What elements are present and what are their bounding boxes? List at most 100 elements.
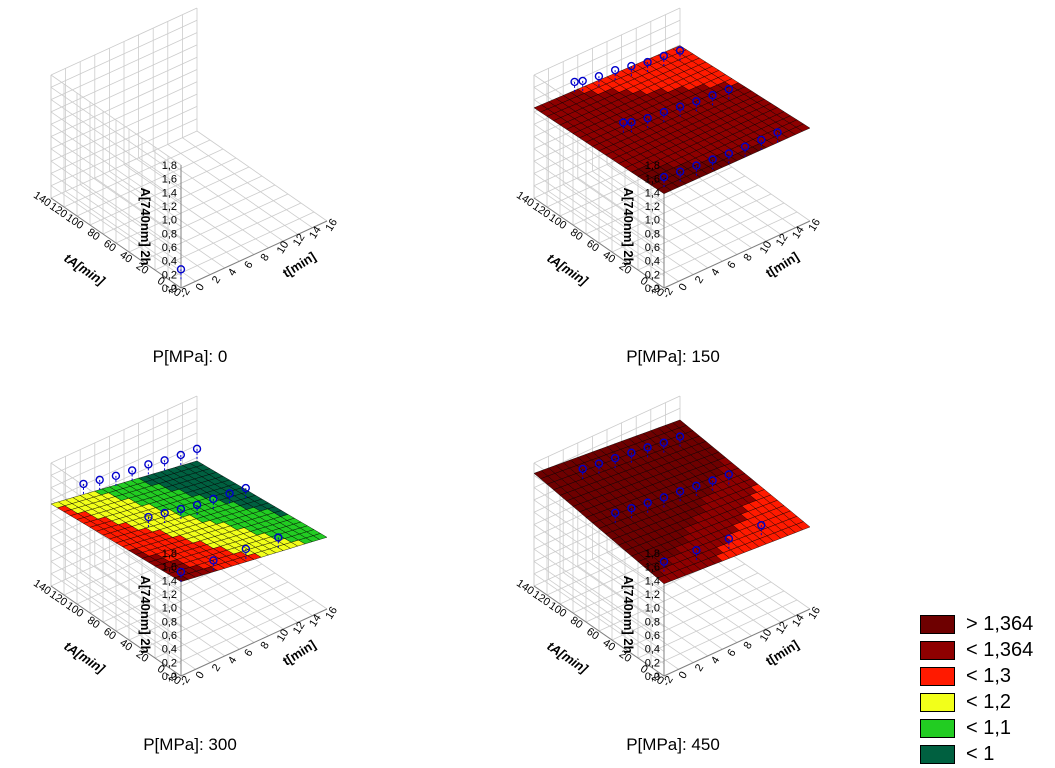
panel-caption-2: P[MPa]: 300 (143, 735, 237, 754)
y-axis-line (50, 197, 182, 289)
x-tick-label: 0 (194, 282, 207, 294)
x-tick-label: 2 (210, 662, 223, 674)
legend-swatch (920, 718, 955, 738)
wall-gridline (50, 148, 182, 240)
wall-gridline (533, 407, 681, 476)
y-tick-label: 0 (155, 663, 167, 676)
x-tick-label: 16 (806, 605, 823, 622)
z-tick-label: 1,0 (645, 603, 660, 615)
wall-gridline (50, 395, 198, 464)
data-point (643, 443, 652, 452)
legend-swatch (920, 614, 955, 634)
data-point (659, 51, 669, 61)
x-tick-label: 16 (323, 605, 340, 622)
floor-gridline (585, 166, 733, 235)
y-tick-label: 60 (584, 238, 601, 255)
z-tick-label: 0,6 (162, 242, 177, 254)
y-tick-label: 60 (101, 626, 118, 643)
z-axis-label: A[740nm] 2h (621, 575, 636, 653)
x-tick-label: 10 (275, 239, 292, 256)
legend-swatch (920, 692, 955, 712)
legend-item: > 1,364 (920, 612, 1033, 636)
x-tick-label: 4 (226, 655, 239, 667)
x-tick-label: 4 (226, 267, 239, 279)
wall-gridline (50, 81, 198, 150)
y-tick-label: 0 (155, 275, 167, 288)
y-tick-label: 100 (547, 212, 569, 232)
floor-gridline (102, 166, 250, 235)
floor-gridline (152, 150, 284, 242)
floor-gridline (598, 175, 746, 244)
y-tick-label: 100 (547, 600, 569, 620)
wall-gridline (50, 173, 182, 264)
x-tick-label: 10 (758, 627, 775, 644)
x-tick-label: 12 (774, 232, 791, 249)
wall-gridline (533, 32, 681, 100)
x-tick-label: 4 (709, 655, 722, 667)
wall-gridline (50, 86, 182, 178)
x-tick-label: 6 (242, 647, 255, 659)
wall-gridline (533, 524, 665, 615)
data-point (610, 65, 620, 75)
x-tick-label: 16 (806, 217, 823, 234)
data-point (176, 504, 186, 514)
wall-gridline (533, 7, 681, 76)
data-point (225, 489, 234, 498)
x-tick-label: 10 (275, 627, 292, 644)
wall-gridline (50, 19, 198, 88)
wall-gridline (533, 123, 665, 215)
x-tick-label: 0 (677, 282, 690, 294)
wall-gridline (50, 69, 198, 137)
z-tick-label: 0,4 (162, 256, 177, 268)
data-point (643, 57, 652, 67)
y-tick-label: 20 (617, 260, 634, 277)
data-point (708, 476, 717, 485)
y-tick-label: 80 (85, 614, 102, 631)
data-point (692, 161, 701, 170)
z-tick-label: 0,6 (645, 242, 660, 254)
y-axis-line (50, 585, 182, 677)
data-point (594, 459, 604, 468)
x-tick-label: 14 (790, 612, 807, 629)
x-tick-label: 4 (709, 267, 722, 279)
y-tick-label: 0 (638, 275, 650, 288)
x-tick-label: 14 (307, 224, 324, 241)
x-tick-label: 10 (758, 239, 775, 256)
legend-item: < 1,2 (920, 690, 1033, 714)
y-tick-label: 40 (600, 637, 617, 654)
wall-gridline (50, 56, 198, 125)
x-axis-line (180, 608, 328, 677)
z-tick-label: 1,2 (162, 589, 177, 601)
z-tick-label: 1,4 (645, 575, 660, 587)
wall-gridline (50, 536, 182, 628)
z-tick-label: 0,6 (645, 630, 660, 642)
wall-gridline (50, 106, 198, 174)
wall-gridline (533, 160, 665, 252)
data-point (692, 481, 701, 491)
legend-label: < 1,3 (966, 664, 1012, 687)
z-axis-label: A[740nm] 2h (621, 187, 636, 265)
data-point (643, 113, 652, 123)
data-point (160, 508, 169, 518)
data-point (144, 512, 153, 522)
data-point (111, 471, 121, 481)
data-point (95, 475, 104, 485)
z-tick-label: 0,6 (162, 630, 177, 642)
x-tick-label: 2 (693, 274, 706, 286)
legend-item: < 1,1 (920, 716, 1033, 740)
wall-gridline (50, 44, 198, 113)
y-axis-label: tA[min] (544, 250, 591, 288)
z-tick-label: 0,8 (645, 228, 660, 240)
z-tick-label: 1,0 (162, 215, 177, 227)
wall-gridline (50, 160, 182, 252)
panel-caption-1: P[MPa]: 150 (626, 347, 720, 366)
data-point (675, 46, 685, 55)
x-tick-label: 14 (790, 224, 807, 241)
y-tick-label: 20 (617, 648, 634, 665)
z-tick-label: 0,2 (645, 657, 660, 669)
z-tick-label: 1,0 (162, 603, 177, 615)
z-tick-label: 1,8 (162, 160, 177, 172)
data-point (757, 520, 766, 530)
y-tick-label: 100 (64, 600, 86, 620)
